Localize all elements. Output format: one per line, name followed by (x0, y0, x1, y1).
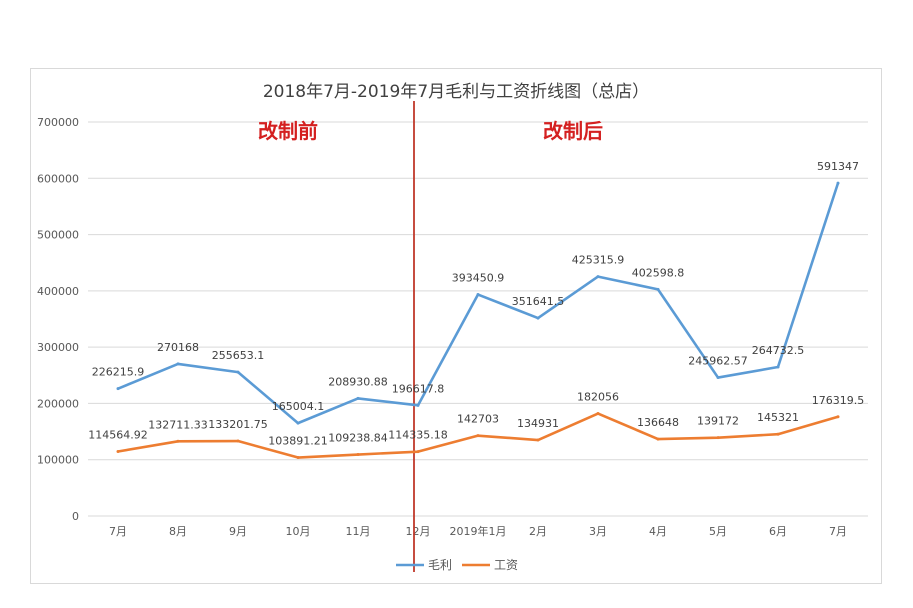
data-label: 270168 (157, 341, 199, 354)
y-tick-label: 0 (72, 510, 79, 523)
data-point (416, 450, 420, 454)
data-label: 136648 (637, 416, 679, 429)
annotation-before: 改制前 (258, 119, 318, 143)
data-point (716, 436, 720, 440)
data-label: 255653.1 (212, 349, 265, 362)
x-tick-label: 12月 (406, 525, 431, 538)
data-label: 402598.8 (632, 266, 685, 279)
data-label: 114564.92 (88, 429, 148, 442)
annotation-after: 改制后 (543, 119, 603, 143)
data-point (176, 439, 180, 443)
data-label: 208930.88 (328, 375, 388, 388)
data-point (836, 181, 840, 185)
data-point (356, 453, 360, 457)
data-label: 591347 (817, 160, 859, 173)
data-label: 425315.9 (572, 254, 625, 267)
y-tick-label: 300000 (37, 341, 79, 354)
x-tick-label: 10月 (286, 525, 311, 538)
data-label: 133201.75 (208, 418, 268, 431)
data-point (536, 316, 540, 320)
data-label: 139172 (697, 415, 739, 428)
chart-title: 2018年7月-2019年7月毛利与工资折线图（总店） (263, 82, 649, 102)
data-label: 132711.33 (148, 418, 208, 431)
x-tick-label: 7月 (109, 525, 127, 538)
x-tick-label: 4月 (649, 525, 667, 538)
y-tick-label: 100000 (37, 454, 79, 467)
x-tick-label: 2019年1月 (450, 524, 507, 538)
data-label: 351641.5 (512, 295, 565, 308)
data-point (716, 376, 720, 380)
y-tick-label: 700000 (37, 116, 79, 129)
x-tick-label: 5月 (709, 525, 727, 538)
x-tick-label: 6月 (769, 525, 787, 538)
data-point (776, 432, 780, 436)
legend-label: 毛利 (428, 558, 452, 572)
x-tick-label: 2月 (529, 525, 547, 538)
data-point (656, 437, 660, 441)
data-label: 264732.5 (752, 344, 805, 357)
data-point (776, 365, 780, 369)
data-label: 114335.18 (388, 429, 448, 442)
data-point (536, 438, 540, 442)
data-label: 245962.57 (688, 355, 748, 368)
data-label: 226215.9 (92, 366, 145, 379)
series-line-gross-profit (117, 182, 840, 425)
data-point (236, 439, 240, 443)
data-point (836, 415, 840, 419)
legend-label: 工资 (494, 558, 518, 572)
data-point (296, 456, 300, 460)
data-label: 134931 (517, 417, 559, 430)
data-point (596, 275, 600, 279)
chart-frame (30, 68, 882, 584)
data-point (356, 396, 360, 400)
data-label: 196617.8 (392, 382, 445, 395)
x-tick-label: 8月 (169, 525, 187, 538)
data-label: 393450.9 (452, 272, 505, 285)
data-label: 165004.1 (272, 400, 325, 413)
data-label: 145321 (757, 411, 799, 424)
y-tick-label: 200000 (37, 397, 79, 410)
data-label: 103891.21 (268, 435, 328, 448)
y-tick-label: 400000 (37, 285, 79, 298)
data-label: 176319.5 (812, 394, 865, 407)
data-label: 142703 (457, 413, 499, 426)
data-point (176, 362, 180, 366)
y-tick-label: 600000 (37, 172, 79, 185)
data-point (296, 421, 300, 425)
data-point (236, 370, 240, 374)
x-tick-label: 3月 (589, 525, 607, 538)
data-label: 182056 (577, 391, 619, 404)
data-point (596, 412, 600, 416)
data-point (416, 403, 420, 407)
data-point (476, 434, 480, 438)
data-label: 109238.84 (328, 432, 388, 445)
x-tick-label: 11月 (346, 525, 371, 538)
data-point (656, 287, 660, 291)
x-tick-label: 9月 (229, 525, 247, 538)
data-point (116, 387, 120, 391)
data-point (476, 293, 480, 297)
y-tick-label: 500000 (37, 229, 79, 242)
data-point (116, 450, 120, 454)
x-tick-label: 7月 (829, 525, 847, 538)
